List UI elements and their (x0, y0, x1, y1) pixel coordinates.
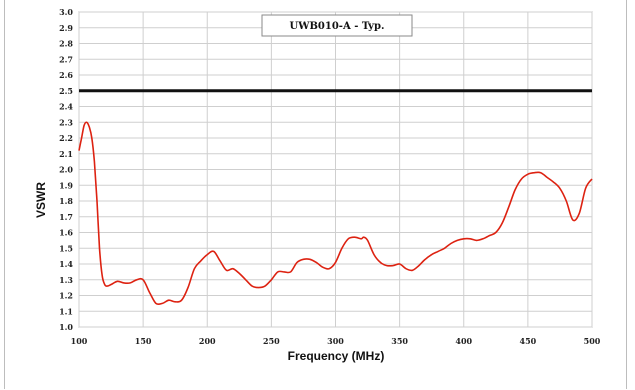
y-tick-label: 2.6 (59, 70, 73, 80)
x-tick-label: 350 (391, 336, 408, 346)
grid-lines (78, 11, 593, 328)
y-tick-label: 2.4 (59, 102, 73, 112)
x-tick-label: 300 (327, 336, 344, 346)
vswr-series-line (78, 121, 593, 306)
y-tick-label: 1.3 (59, 275, 73, 285)
y-tick-labels: 1.0 1.1 1.2 1.3 1.4 1.5 1.6 1.7 1.8 1.9 2.0 2.1 2.2 2… (59, 7, 73, 332)
chart-frame (4, 0, 627, 389)
x-tick-label: 400 (455, 336, 472, 346)
x-tick-label: 250 (263, 336, 280, 346)
x-tick-label: 500 (584, 336, 601, 346)
y-tick-label: 1.4 (59, 259, 73, 269)
y-tick-label: 2.8 (59, 39, 73, 49)
y-tick-label: 1.0 (59, 322, 73, 332)
y-tick-label: 2.7 (59, 54, 73, 64)
y-tick-label: 1.2 (59, 291, 73, 301)
y-tick-label: 1.7 (59, 212, 73, 222)
chart-title: UWB010-A - Typ. (290, 21, 385, 32)
y-tick-label: 2.3 (59, 117, 73, 127)
y-tick-label: 2.2 (59, 133, 73, 143)
y-tick-label: 1.6 (59, 228, 73, 238)
legend-box: UWB010-A - Typ. (261, 14, 413, 37)
y-tick-label: 1.9 (59, 180, 73, 190)
x-tick-label: 150 (135, 336, 152, 346)
y-tick-label: 1.5 (59, 243, 73, 253)
y-tick-label: 1.1 (59, 306, 73, 316)
x-axis-title: Frequency (MHz) (288, 349, 385, 363)
y-axis-title: VSWR (34, 182, 48, 218)
x-tick-labels: 100 150 200 250 300 350 400 450 500 (71, 336, 601, 346)
x-tick-label: 200 (199, 336, 216, 346)
y-tick-label: 3.0 (59, 7, 73, 17)
y-tick-label: 2.0 (59, 165, 73, 175)
y-tick-label: 2.1 (59, 149, 73, 159)
x-tick-label: 100 (71, 336, 88, 346)
y-tick-label: 1.8 (59, 196, 73, 206)
x-tick-label: 450 (520, 336, 537, 346)
y-tick-label: 2.5 (59, 86, 73, 96)
y-tick-label: 2.9 (59, 23, 73, 33)
